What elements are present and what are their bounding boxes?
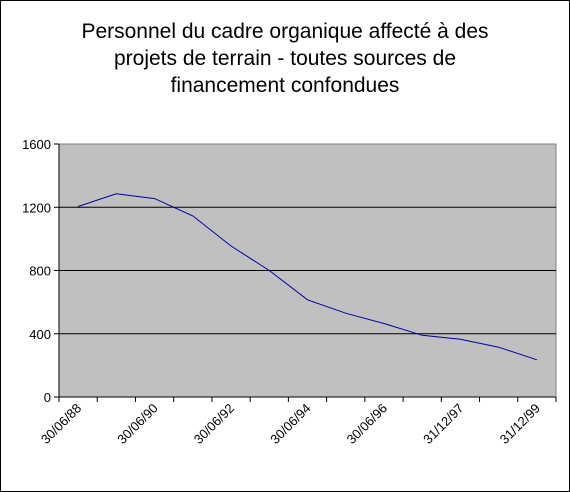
x-tick-label: 31/12/99 — [497, 401, 543, 447]
series-line — [77, 193, 538, 361]
x-tick-label: 31/12/97 — [420, 401, 466, 447]
y-tick-label: 1200 — [22, 200, 51, 215]
chart-title: Personnel du cadre organique affecté à d… — [81, 20, 489, 97]
y-tick-label: 1600 — [22, 137, 51, 152]
x-tick-label: 30/06/94 — [267, 401, 313, 447]
y-axis: 0 400 800 1200 1600 — [22, 137, 556, 405]
x-tick-label: 30/06/92 — [191, 401, 237, 447]
x-tick-label: 30/06/88 — [38, 401, 84, 447]
y-tick-label: 0 — [44, 390, 51, 405]
y-tick-label: 400 — [29, 327, 51, 342]
x-tick-label: 30/06/90 — [114, 401, 160, 447]
x-tick-label: 30/06/96 — [344, 401, 390, 447]
x-axis: 30/06/88 30/06/90 30/06/92 30/06/94 30/06/96… — [38, 397, 557, 447]
y-tick-label: 800 — [29, 264, 51, 279]
gridlines — [59, 206, 556, 335]
